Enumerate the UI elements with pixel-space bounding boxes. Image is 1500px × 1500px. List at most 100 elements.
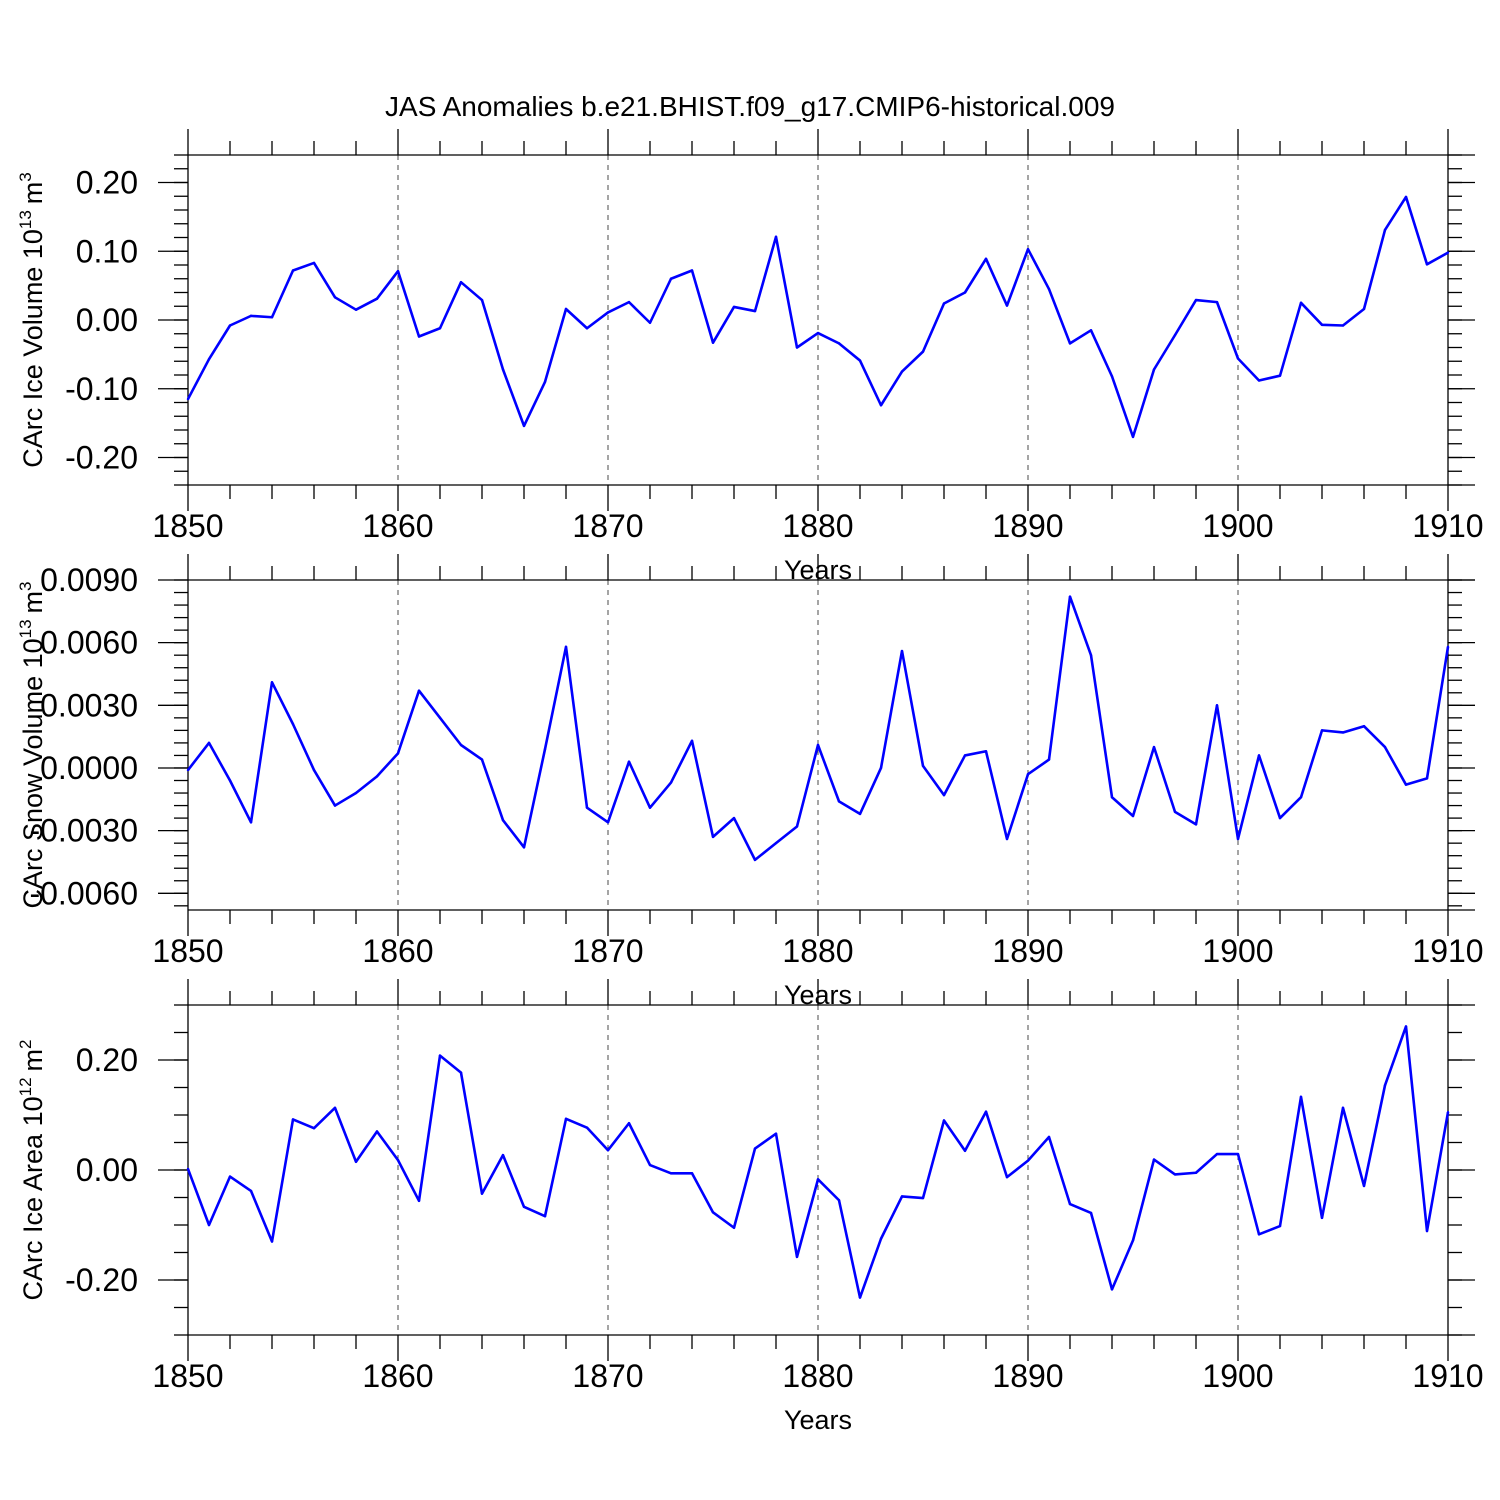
data-point: [921, 350, 925, 353]
data-point: [249, 821, 253, 824]
x-tick-label: 1900: [1202, 508, 1273, 544]
data-point: [1341, 324, 1345, 327]
data-point: [396, 1158, 400, 1162]
data-point: [270, 681, 274, 684]
data-point: [585, 1126, 589, 1129]
data-point: [963, 1149, 967, 1152]
data-point: [438, 327, 442, 330]
data-point: [837, 1199, 841, 1202]
data-point: [564, 1117, 568, 1121]
data-point: [1320, 323, 1324, 327]
data-point: [690, 1172, 694, 1175]
data-point: [1089, 1211, 1093, 1215]
y-tick-label: 0.20: [76, 165, 138, 201]
y-tick-label: 0.0090: [40, 562, 138, 598]
data-point: [249, 314, 253, 318]
y-axis-label: CArc Ice Volume 1013 m3: [16, 172, 48, 468]
data-point: [1383, 228, 1387, 232]
data-point: [1026, 247, 1030, 251]
data-point: [501, 368, 505, 371]
data-point: [858, 1296, 862, 1299]
data-point: [963, 291, 967, 294]
data-point: [921, 1196, 925, 1200]
data-point: [1215, 300, 1219, 304]
y-axis-label-exponent: 12: [16, 1077, 35, 1096]
x-tick-label: 1850: [152, 1358, 223, 1394]
data-point: [1215, 1152, 1219, 1156]
data-point: [1362, 1184, 1366, 1188]
x-tick-label: 1870: [572, 1358, 643, 1394]
data-point: [1257, 379, 1261, 382]
data-point: [438, 1054, 442, 1057]
data-point: [942, 793, 946, 797]
data-point: [711, 835, 715, 839]
data-point: [1404, 195, 1408, 199]
data-point: [1110, 1288, 1114, 1291]
data-point: [312, 1127, 316, 1130]
data-point: [1026, 773, 1030, 776]
data-point: [354, 308, 358, 311]
data-point: [564, 645, 568, 649]
data-point: [396, 752, 400, 755]
data-point: [858, 812, 862, 816]
data-point: [984, 257, 988, 261]
y-axis-label-main: CArc Ice Area 10: [18, 1096, 48, 1300]
data-point: [1173, 1173, 1177, 1176]
data-point: [564, 307, 568, 311]
x-tick-label: 1880: [782, 1358, 853, 1394]
y-axis-label-unit: m: [18, 1049, 48, 1072]
x-tick-label: 1900: [1202, 933, 1273, 969]
data-point: [795, 346, 799, 349]
data-point: [1089, 329, 1093, 332]
data-point: [522, 846, 526, 849]
data-point: [1404, 1025, 1408, 1028]
data-point: [1278, 1224, 1282, 1228]
x-tick-label: 1910: [1412, 1358, 1483, 1394]
data-point: [1047, 758, 1051, 761]
data-point: [207, 1223, 211, 1227]
data-point: [669, 277, 673, 280]
data-point: [1173, 810, 1177, 814]
data-point: [732, 305, 736, 309]
data-point: [543, 747, 547, 751]
x-tick-label: 1890: [992, 933, 1063, 969]
x-tick-label: 1910: [1412, 508, 1483, 544]
data-point: [816, 743, 820, 747]
data-point: [921, 764, 925, 768]
data-point: [375, 775, 379, 778]
data-point: [396, 269, 400, 273]
data-point: [753, 1147, 757, 1150]
data-point: [207, 357, 211, 361]
x-axis-label: Years: [784, 1405, 852, 1435]
data-point: [774, 235, 778, 239]
data-point: [459, 1071, 463, 1074]
panels: -0.20 -0.10 0.00 0.10 0.20 1850 1860 1870 1880 18…: [16, 129, 1484, 1435]
data-point: [1005, 304, 1009, 307]
data-point: [228, 779, 232, 782]
data-point: [1341, 731, 1345, 734]
data-point: [228, 324, 232, 327]
data-point: [1278, 816, 1282, 820]
y-tick-label: 0.20: [76, 1042, 138, 1078]
data-point: [627, 1122, 631, 1125]
y-axis-label-exponent: 13: [16, 210, 35, 229]
data-point: [606, 821, 610, 824]
data-point: [480, 1192, 484, 1195]
data-point: [963, 754, 967, 757]
x-tick-label: 1850: [152, 508, 223, 544]
data-point: [1320, 1216, 1324, 1220]
data-point: [606, 1149, 610, 1152]
data-point: [1236, 837, 1240, 841]
y-axis-label: CArc Ice Area 1012 m2: [16, 1040, 48, 1301]
data-point: [354, 791, 358, 795]
x-tick-label: 1860: [362, 933, 433, 969]
data-point: [1131, 814, 1135, 818]
data-point: [1278, 374, 1282, 377]
data-point: [1236, 1152, 1240, 1156]
x-tick-label: 1880: [782, 933, 853, 969]
data-point: [1068, 342, 1072, 345]
data-point: [753, 858, 757, 862]
data-point: [1047, 1135, 1051, 1139]
data-point: [690, 739, 694, 743]
